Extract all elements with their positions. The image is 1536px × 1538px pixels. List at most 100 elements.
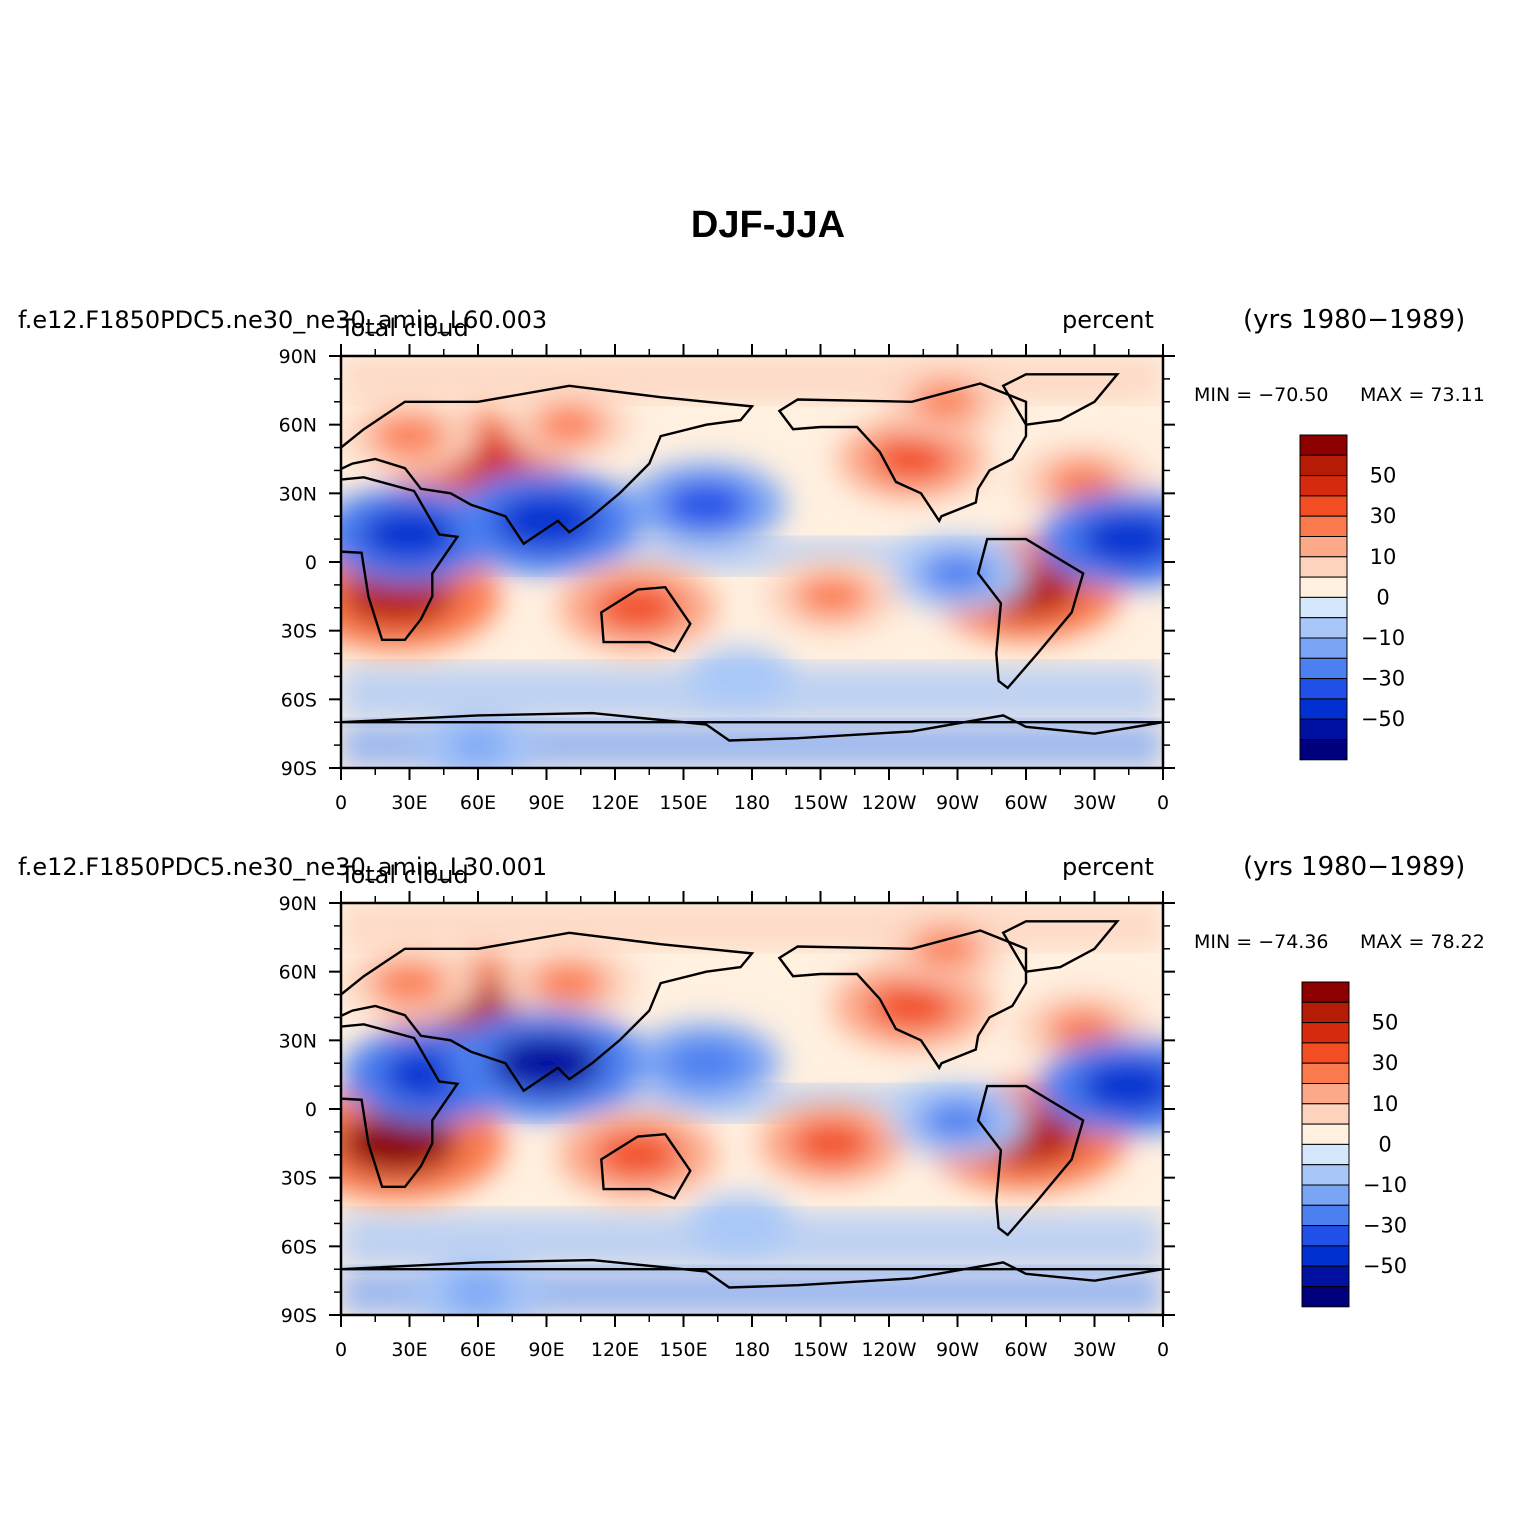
continent-outline: [777, 382, 1028, 524]
zonal-band: [341, 1212, 1163, 1270]
zonal-band: [341, 539, 1163, 574]
x-tick-label: 150E: [659, 1339, 707, 1361]
colorbar-label: −10: [1361, 626, 1405, 650]
colorbar-box: [1301, 1103, 1350, 1125]
map-panel-2: 0 30E 60E 90E 120E 150E 180 150W 120W 90W 60W 30W 09…: [279, 891, 1407, 1361]
anomaly-core: [359, 507, 460, 562]
continent-outline: [976, 1084, 1085, 1237]
y-tick-label: 60S: [281, 1236, 317, 1258]
anomaly-region: [688, 647, 793, 706]
continent-outline: [341, 1023, 460, 1188]
panel2-variable: Total cloud: [340, 861, 469, 889]
x-tick-label: 90E: [528, 1339, 564, 1361]
colorbar-box: [1299, 617, 1348, 639]
colorbar-label: 10: [1370, 545, 1397, 569]
y-tick-label: 0: [305, 552, 317, 574]
colorbar-box: [1301, 1184, 1350, 1206]
cloud-anomaly-field: [341, 903, 1163, 1315]
zonal-band: [341, 903, 1163, 949]
colorbar-box: [1301, 1265, 1350, 1287]
colorbar-label: 50: [1370, 464, 1397, 488]
colorbar-box: [1299, 556, 1348, 578]
cloud-anomaly-field: [341, 356, 1163, 768]
anomaly-region: [558, 1112, 718, 1198]
x-tick-label: 60W: [1005, 1339, 1048, 1361]
colorbar-label: −30: [1361, 667, 1405, 691]
y-tick-label: 30N: [279, 1030, 317, 1052]
anomaly-region: [341, 1026, 523, 1123]
continent-outline: [1001, 920, 1120, 973]
anomaly-core: [1078, 512, 1163, 566]
y-tick-label: 60S: [281, 689, 317, 711]
anomaly-core: [662, 481, 751, 529]
continent-outline: [1001, 373, 1120, 426]
continent-outline: [341, 931, 755, 1093]
anomaly-core: [428, 432, 528, 486]
colorbar-box: [1299, 596, 1348, 619]
x-tick-label: 120E: [591, 792, 639, 814]
anomaly-region: [415, 1257, 541, 1315]
colorbar: 50 30 10 0 −10 −30 −50: [1301, 981, 1407, 1308]
anomaly-core: [534, 405, 604, 444]
colorbar-box: [1301, 981, 1350, 1003]
continent-outline: [600, 585, 692, 653]
anomaly-region: [341, 486, 500, 583]
colorbar-label: −30: [1363, 1214, 1407, 1238]
anomaly-core: [342, 566, 454, 626]
y-tick-label: 60N: [279, 415, 317, 437]
colorbar-box: [1301, 1022, 1350, 1044]
x-tick-label: 0: [335, 792, 347, 814]
anomaly-region: [450, 469, 643, 572]
colorbar-box: [1301, 1225, 1350, 1247]
anomaly-region: [924, 1082, 1128, 1191]
panel2-units: percent: [1062, 853, 1154, 881]
zonal-band: [341, 1086, 1163, 1121]
anomaly-core: [531, 962, 608, 1004]
colorbar-label: 0: [1376, 585, 1389, 609]
y-tick-label: 60N: [279, 962, 317, 984]
anomaly-region: [688, 1194, 793, 1253]
colorbar-box: [1299, 495, 1348, 517]
anomaly-core: [490, 1033, 603, 1093]
anomaly-region: [1014, 444, 1152, 520]
colorbar-box: [1299, 739, 1348, 761]
zonal-band: [341, 1269, 1163, 1315]
x-tick-label: 0: [1157, 1339, 1169, 1361]
zonal-band: [341, 356, 1163, 402]
anomaly-core: [871, 437, 953, 481]
anomaly-core: [919, 552, 996, 594]
anomaly-core: [594, 1131, 682, 1179]
colorbar-box: [1299, 637, 1348, 659]
map-panel-1: 0 30E 60E 90E 120E 150E 180 150W 120W 90W 60W 30W 09…: [279, 344, 1405, 814]
colorbar-box: [1299, 454, 1348, 477]
anomaly-core: [1078, 1059, 1163, 1113]
colorbar-box: [1299, 678, 1348, 700]
anomaly-region: [387, 410, 569, 508]
anomaly-core: [973, 561, 1079, 618]
anomaly-region: [1038, 490, 1163, 588]
x-tick-label: 60E: [460, 1339, 496, 1361]
x-tick-label: 180: [734, 1339, 770, 1361]
panel1-years: (yrs 1980−1989): [1243, 305, 1466, 335]
x-tick-label: 120W: [861, 792, 916, 814]
colorbar-box: [1299, 536, 1348, 558]
anomaly-core: [868, 982, 956, 1030]
colorbar-box: [1299, 434, 1348, 456]
panel2-case-name: f.e12.F1850PDC5.ne30_ne30_amip_L30.001: [18, 853, 548, 881]
y-tick-label: 90N: [279, 893, 317, 915]
anomaly-core: [711, 1207, 770, 1240]
colorbar-box: [1299, 475, 1348, 497]
colorbar-box: [1301, 1286, 1350, 1308]
x-tick-label: 60E: [460, 792, 496, 814]
anomaly-region: [837, 419, 986, 499]
anomaly-region: [500, 945, 638, 1021]
y-tick-label: 0: [305, 1099, 317, 1121]
colorbar-box: [1301, 1164, 1350, 1186]
anomaly-region: [883, 367, 1010, 437]
anomaly-region: [889, 1083, 1026, 1158]
anomaly-region: [420, 713, 536, 768]
colorbar-box: [1299, 698, 1348, 720]
anomaly-core: [446, 727, 510, 763]
anomaly-region: [558, 565, 718, 651]
x-tick-label: 0: [335, 1339, 347, 1361]
